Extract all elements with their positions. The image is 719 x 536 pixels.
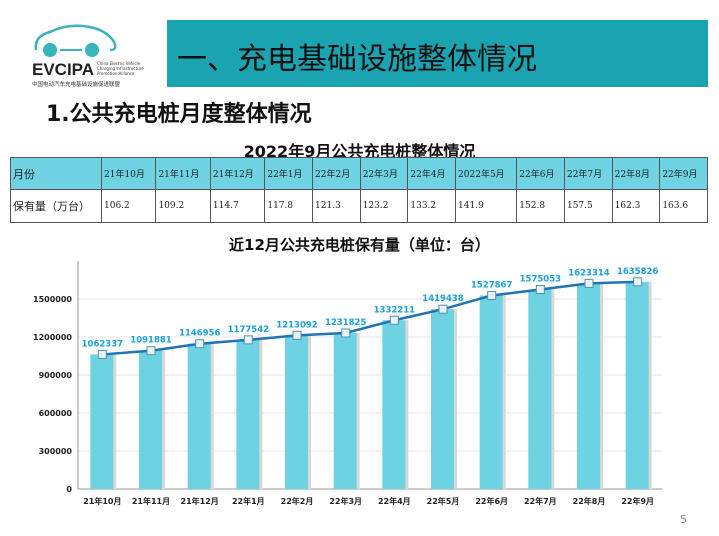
y-tick-label: 1200000 xyxy=(33,333,72,342)
data-label: 1419438 xyxy=(422,294,463,304)
x-tick-label: 21年12月 xyxy=(181,496,219,506)
y-tick-label: 0 xyxy=(66,485,72,494)
x-tick-label: 22年8月 xyxy=(573,496,606,506)
data-label: 1332211 xyxy=(374,305,415,315)
x-tick-label: 22年5月 xyxy=(427,496,460,506)
month-cell: 22年7月 xyxy=(563,157,613,190)
bar xyxy=(285,335,308,489)
x-tick-label: 22年2月 xyxy=(281,496,314,506)
value-cell: 152.8 xyxy=(516,189,565,223)
x-tick-label: 22年6月 xyxy=(475,496,508,506)
data-point xyxy=(584,278,594,288)
data-point xyxy=(633,277,643,287)
y-tick-label: 300000 xyxy=(39,447,73,456)
x-tick-label: 22年9月 xyxy=(621,496,654,506)
value-cell: 114.7 xyxy=(209,189,266,223)
month-cell: 21年12月 xyxy=(209,157,266,190)
value-cell: 123.2 xyxy=(359,189,409,223)
x-tick-label: 22年3月 xyxy=(329,496,362,506)
bar xyxy=(236,339,260,489)
monthly-table: 月份 21年10月 21年11月 21年12月 22年1月 22年2月 22年3月 22年4月… xyxy=(10,157,708,223)
y-tick-label: 1500000 xyxy=(33,295,72,304)
month-cell: 21年11月 xyxy=(155,157,211,190)
data-point xyxy=(535,284,545,294)
data-label: 1231825 xyxy=(325,318,366,328)
month-cell: 22年9月 xyxy=(659,157,708,190)
value-cell: 163.6 xyxy=(659,189,708,223)
table-row: 保有量（万台） 106.2 109.2 114.7 117.8 121.3 123.2 133… xyxy=(10,189,708,223)
data-point xyxy=(97,349,107,359)
value-cell: 109.2 xyxy=(155,189,211,223)
car-logo-icon xyxy=(34,24,117,57)
y-tick-label: 600000 xyxy=(39,409,73,418)
data-label: 1527867 xyxy=(471,280,512,290)
data-point xyxy=(195,339,205,349)
month-cell: 2022年5月 xyxy=(455,157,518,190)
data-label: 1213092 xyxy=(276,320,317,330)
data-point xyxy=(292,330,302,340)
page-title: 一、充电基础设施整体情况 xyxy=(177,42,537,77)
month-cell: 22年1月 xyxy=(264,157,314,190)
x-tick-label: 22年7月 xyxy=(524,496,557,506)
data-point xyxy=(487,290,497,300)
data-label: 1146956 xyxy=(179,329,220,339)
row-header: 保有量（万台） xyxy=(10,189,102,223)
data-point xyxy=(146,346,156,356)
data-point xyxy=(243,335,253,345)
evcipa-logo: EVCIPA China Electric Vehicle Charging I… xyxy=(30,20,150,88)
data-point xyxy=(389,315,399,325)
bar xyxy=(431,309,454,489)
data-label: 1575053 xyxy=(520,274,561,284)
month-cell: 22年2月 xyxy=(312,157,361,190)
data-point xyxy=(341,328,351,338)
x-tick-label: 22年1月 xyxy=(232,496,265,506)
x-tick-label: 21年11月 xyxy=(132,496,170,506)
bar xyxy=(139,350,162,489)
bar xyxy=(577,283,600,489)
header-bar: 一、充电基础设施整体情况 xyxy=(167,20,708,87)
bar xyxy=(382,320,406,489)
logo-chinese: 中国电动汽车充电基础设施促进联盟 xyxy=(32,82,121,88)
value-cell: 141.9 xyxy=(455,189,518,223)
data-label: 1062337 xyxy=(82,339,123,349)
bar xyxy=(479,295,503,489)
bar xyxy=(90,354,114,489)
y-tick-label: 900000 xyxy=(39,371,73,380)
value-cell: 121.3 xyxy=(312,189,361,223)
bar xyxy=(333,332,357,489)
month-cell: 22年4月 xyxy=(407,157,457,190)
data-label: 1635826 xyxy=(617,267,658,277)
page-number: 5 xyxy=(680,513,687,526)
logo-english: China Electric Vehicle Charging Infrastr… xyxy=(97,61,144,76)
table-title: 2022年9月公共充电桩整体情况 xyxy=(243,142,476,161)
bar xyxy=(625,281,649,489)
data-point xyxy=(438,304,448,314)
bar xyxy=(528,289,552,489)
section-title: 1.公共充电桩月度整体情况 xyxy=(46,102,312,127)
month-cell: 21年10月 xyxy=(100,157,157,190)
chart-title: 近12月公共充电桩保有量（单位：台） xyxy=(229,236,490,254)
bar xyxy=(187,343,211,489)
month-cell: 22年6月 xyxy=(516,157,565,190)
logo-brand: EVCIPA xyxy=(32,60,95,79)
x-tick-label: 22年4月 xyxy=(378,496,411,506)
value-cell: 106.2 xyxy=(100,189,157,223)
data-label: 1623314 xyxy=(568,268,609,278)
data-label: 1177542 xyxy=(228,325,269,335)
x-tick-label: 21年10月 xyxy=(83,496,121,506)
data-label: 1091881 xyxy=(130,336,171,346)
series-line xyxy=(102,280,638,356)
